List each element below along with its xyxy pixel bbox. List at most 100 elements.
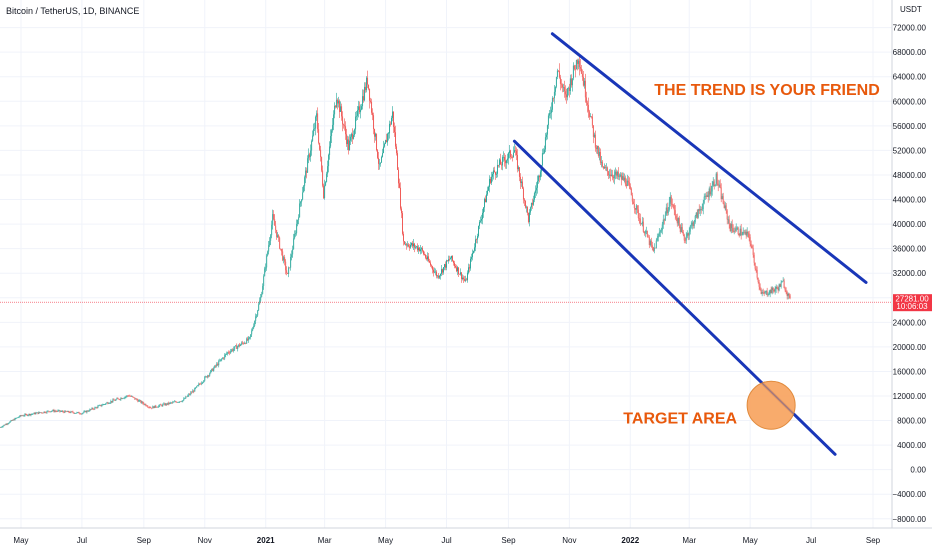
candle-body — [649, 240, 651, 245]
candle-body — [236, 345, 238, 349]
candle-body — [456, 267, 457, 272]
candle-body — [181, 401, 183, 403]
y-tick-label: −4000.00 — [892, 490, 926, 499]
candle-body — [613, 174, 615, 179]
candle-body — [214, 365, 216, 368]
candle-body — [261, 294, 263, 297]
candle-body — [295, 233, 297, 235]
candle-body — [140, 400, 142, 403]
candle-body — [743, 232, 745, 233]
candle-body — [197, 385, 199, 386]
candle-body — [771, 287, 773, 293]
candle-body — [117, 398, 119, 399]
candle-body — [385, 140, 387, 144]
candle-body — [8, 422, 10, 424]
price-candles[interactable] — [0, 54, 791, 428]
candle-body — [591, 116, 593, 126]
candle-body — [606, 167, 608, 172]
candle-body — [368, 84, 370, 89]
upper-trendline[interactable] — [550, 32, 868, 284]
candle-body — [580, 68, 582, 74]
candle-body — [318, 129, 320, 143]
candle-body — [740, 228, 742, 236]
candle-body — [175, 401, 177, 403]
candle-body — [203, 380, 205, 383]
candle-body — [438, 275, 439, 278]
annotation-trend[interactable]: THE TREND IS YOUR FRIEND — [654, 82, 880, 99]
candle-body — [168, 402, 170, 404]
candle-body — [695, 212, 697, 216]
candle-body — [289, 267, 291, 269]
candle-body — [27, 415, 29, 416]
candle-body — [63, 411, 65, 413]
candle-body — [678, 218, 680, 226]
candle-body — [741, 234, 743, 236]
candle-body — [95, 407, 97, 408]
candle-body — [631, 195, 633, 202]
candle-body — [77, 412, 79, 413]
candle-body — [754, 262, 756, 269]
candle-body — [725, 205, 727, 211]
candle-body — [326, 173, 328, 183]
target-area-circle[interactable] — [746, 380, 796, 430]
candle-body — [728, 219, 730, 225]
candle-body — [345, 126, 347, 135]
candle-body — [322, 170, 324, 186]
candle-body — [551, 97, 553, 110]
annotation-target[interactable]: TARGET AREA — [623, 411, 737, 428]
candle-body — [706, 195, 708, 197]
candle-body — [102, 404, 104, 406]
candle-body — [663, 219, 665, 221]
x-tick-label: Jul — [806, 536, 816, 545]
drawing-overlays[interactable]: THE TREND IS YOUR FRIEND TARGET AREA — [0, 32, 892, 456]
candle-body — [358, 106, 360, 111]
candle-body — [81, 413, 83, 415]
candle-body — [675, 215, 677, 219]
candle-body — [257, 310, 259, 316]
candle-body — [784, 287, 786, 291]
candle-body — [283, 257, 285, 261]
candle-body — [296, 224, 298, 234]
candle-body — [605, 167, 607, 169]
candle-body — [733, 230, 735, 232]
candle-body — [171, 402, 173, 404]
candle-body — [454, 262, 455, 267]
candle-body — [365, 86, 367, 91]
candle-body — [766, 290, 768, 295]
candle-body — [541, 153, 543, 166]
candle-body — [194, 388, 196, 392]
candle-body — [241, 342, 243, 345]
candle-body — [356, 115, 358, 117]
candle-body — [502, 156, 504, 158]
candle-body — [583, 80, 585, 86]
candle-body — [369, 88, 371, 101]
candle-body — [91, 408, 93, 410]
candle-body — [674, 210, 676, 216]
candle-body — [770, 289, 772, 293]
candle-body — [64, 410, 66, 413]
y-tick-label: 4000.00 — [897, 441, 926, 450]
candle-body — [436, 271, 437, 277]
candle-body — [719, 184, 721, 188]
candle-body — [470, 258, 471, 269]
price-axis[interactable]: −8000.00 −4000.00 0.00 4000.00 8000.00 12000.… — [892, 24, 926, 524]
candle-body — [343, 124, 345, 126]
time-axis[interactable]: May Jul Sep Nov 2021 Mar May Jul Sep Nov 2022 Mar Ma… — [13, 536, 880, 545]
candle-body — [160, 404, 162, 406]
candle-body — [787, 293, 789, 296]
candle-body — [108, 403, 110, 404]
candle-body — [665, 207, 667, 215]
candle-body — [4, 424, 6, 426]
candle-body — [535, 187, 537, 191]
candle-body — [676, 218, 678, 224]
candle-body — [612, 176, 614, 179]
candle-body — [321, 156, 323, 171]
candle-body — [694, 215, 696, 223]
candle-body — [464, 279, 465, 281]
candle-body — [781, 281, 783, 283]
x-tick-label: Mar — [682, 536, 696, 545]
candle-body — [131, 396, 133, 397]
candle-body — [485, 198, 486, 203]
candle-body — [495, 173, 497, 175]
